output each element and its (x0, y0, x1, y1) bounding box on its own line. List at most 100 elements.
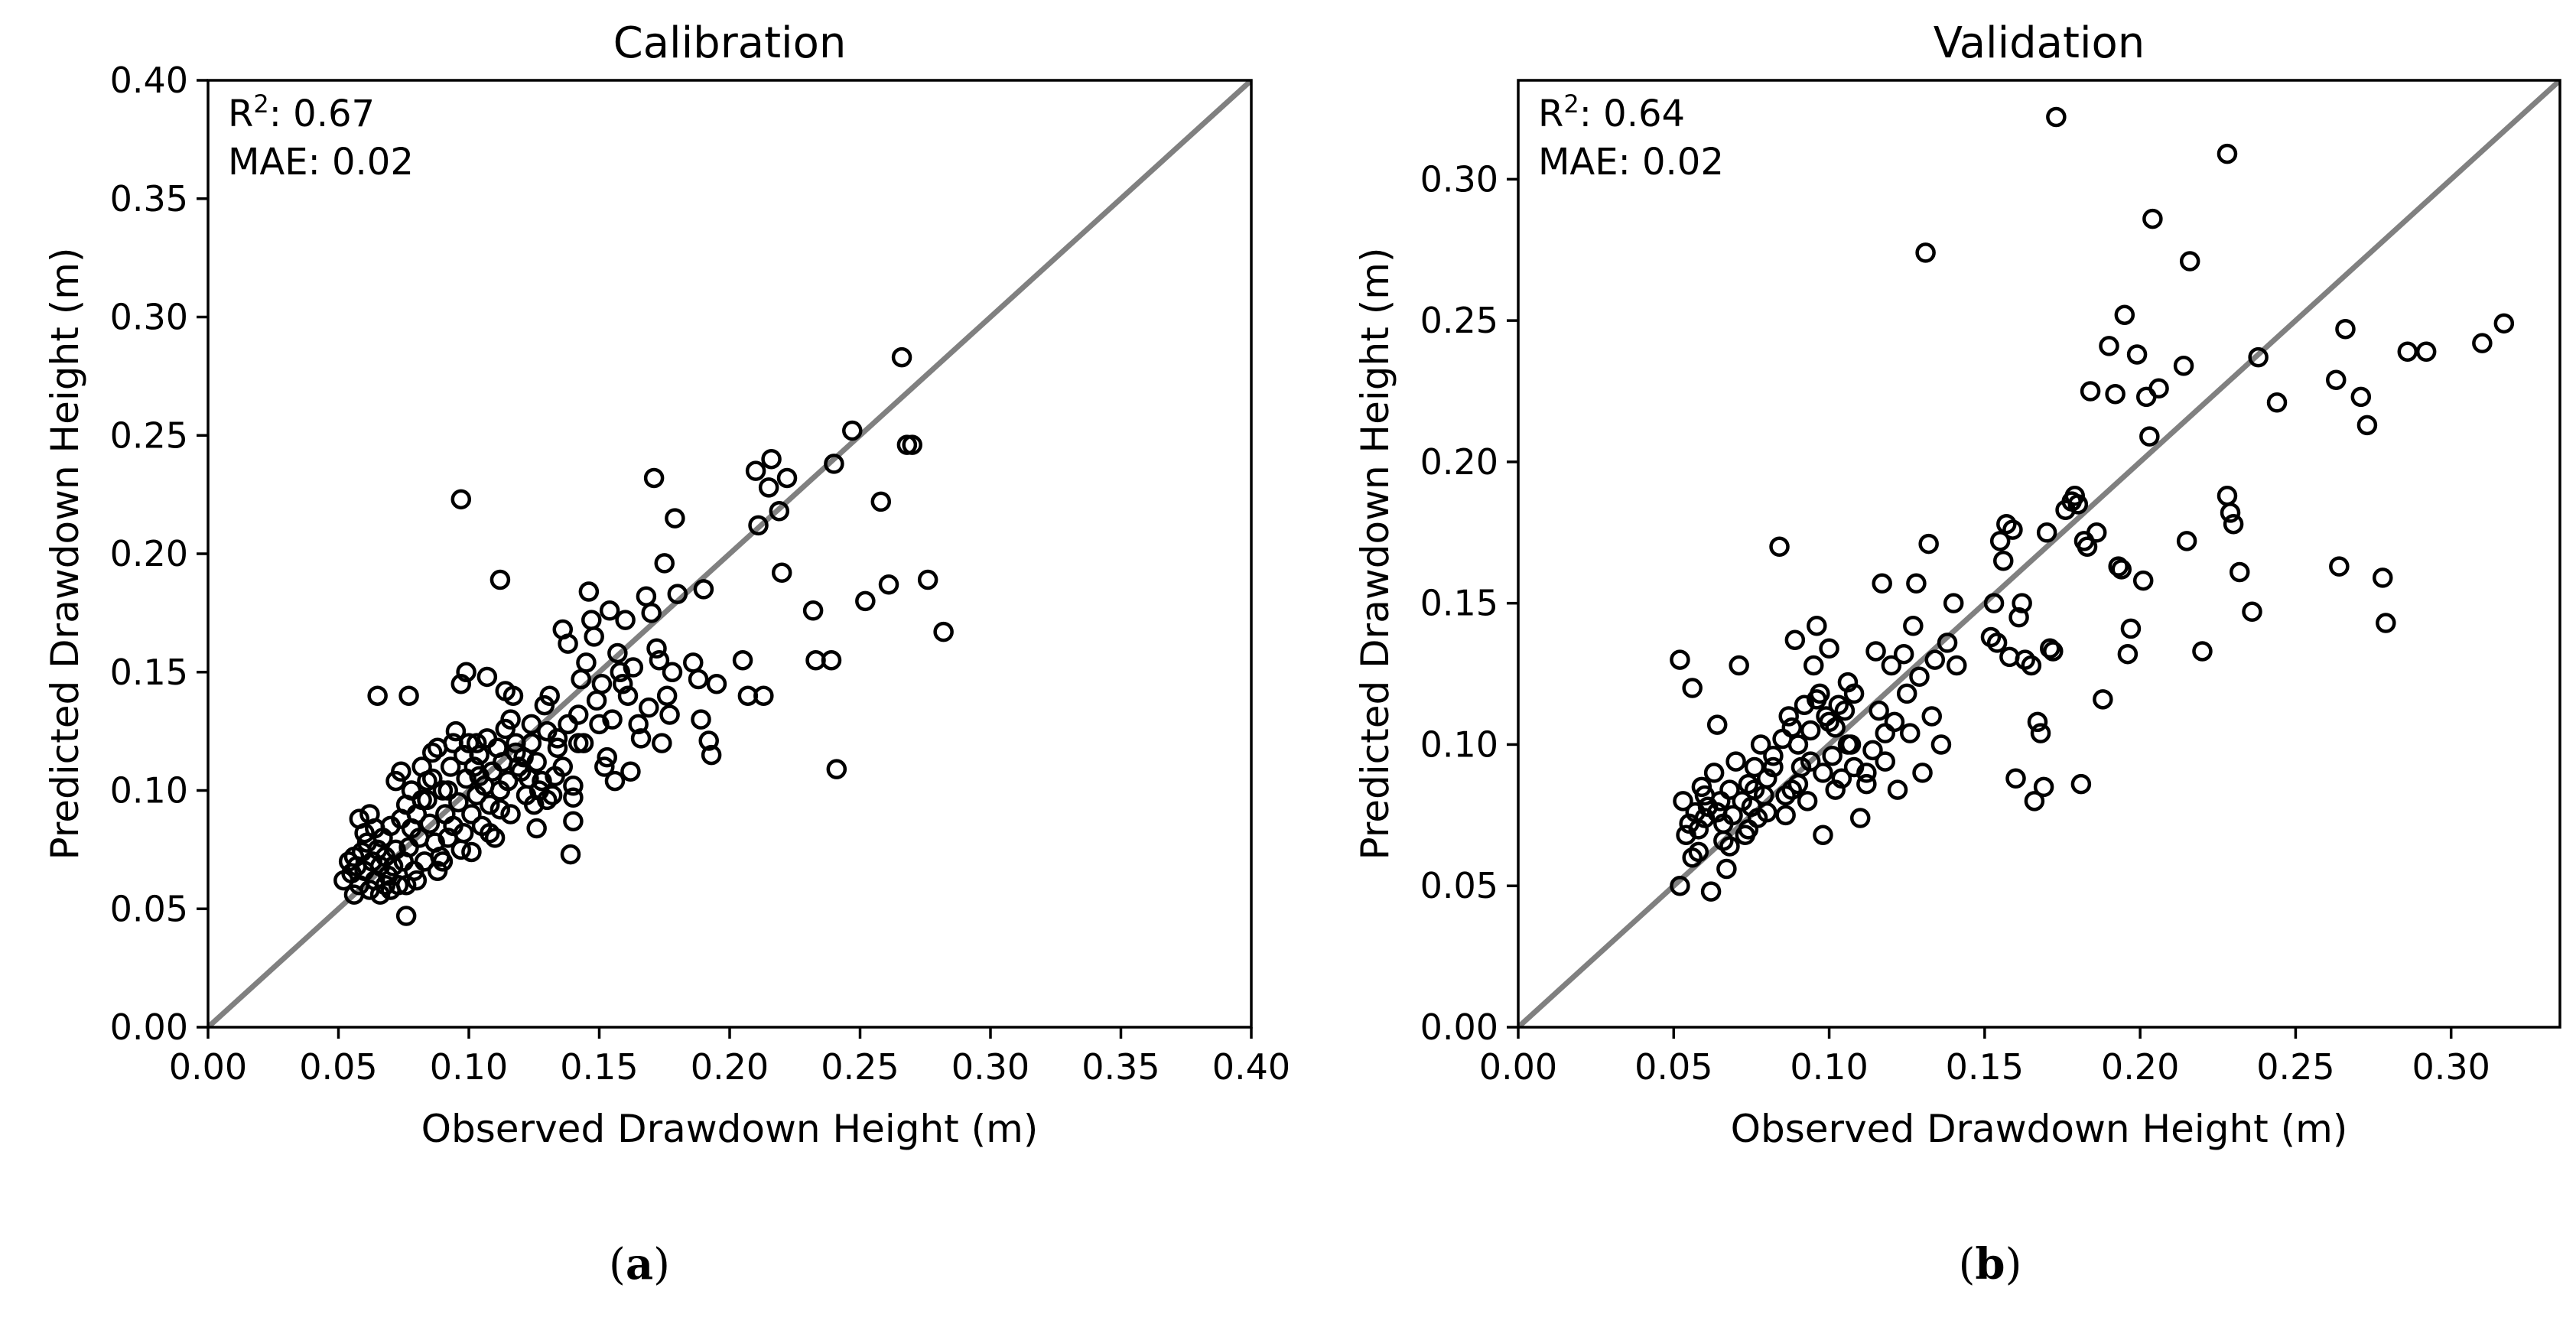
data-point (688, 668, 709, 690)
data-point (1843, 683, 1865, 704)
data-point (364, 818, 385, 839)
data-point (395, 875, 417, 896)
data-point (1744, 756, 1765, 778)
calibration-panel: 0.00 0.05 0.10 0.15 0.20 0.25 0.30 0.35 0.40 0.00… (43, 18, 1290, 1151)
data-point (630, 728, 652, 749)
data-point (2126, 344, 2148, 365)
data-point (2086, 522, 2107, 543)
data-point (2021, 655, 2042, 676)
data-point (563, 787, 584, 808)
data-point (440, 756, 461, 777)
data-point (1775, 785, 1796, 806)
data-point (1849, 808, 1871, 828)
data-point (2043, 641, 2064, 662)
data-point (563, 811, 584, 831)
data-point (667, 584, 688, 604)
data-point (2105, 383, 2126, 405)
data-point (652, 733, 672, 753)
data-point (461, 841, 482, 863)
data-point (469, 744, 490, 766)
data-point (480, 822, 500, 844)
data-point (1924, 649, 1946, 670)
data-point (568, 704, 589, 725)
data-point (589, 714, 610, 735)
data-point (563, 776, 584, 796)
data-point (2030, 723, 2051, 743)
x-tick-label: 0.30 (951, 1046, 1029, 1088)
data-point (1719, 836, 1740, 857)
y-tick-label: 0.10 (110, 770, 188, 811)
data-point (2005, 768, 2026, 789)
data-point (1807, 689, 1827, 710)
data-point (597, 746, 617, 768)
y-tick-label: 0.05 (1420, 865, 1498, 906)
x-tick-label: 0.30 (2412, 1046, 2490, 1088)
data-point (891, 346, 912, 368)
data-point (594, 756, 615, 777)
y-tick-label: 0.40 (110, 60, 188, 101)
data-point (1872, 573, 1892, 594)
data-point (758, 477, 779, 498)
data-point (2350, 386, 2372, 408)
data-point (1822, 745, 1843, 766)
data-point (367, 685, 388, 706)
data-point (532, 770, 552, 792)
data-point (620, 761, 641, 782)
data-point (656, 685, 678, 706)
data-point (2108, 556, 2129, 577)
data-point (902, 434, 922, 455)
data-point (1881, 655, 1902, 676)
y-tick-label: 0.05 (110, 888, 188, 929)
y-tick-label: 0.00 (110, 1007, 188, 1048)
data-point (1673, 791, 1693, 811)
data-point (1738, 819, 1759, 840)
data-point (2132, 570, 2154, 591)
y-tick-label: 0.20 (110, 533, 188, 574)
data-point (1862, 740, 1883, 761)
data-point (769, 501, 790, 522)
data-point (375, 875, 396, 896)
data-point (545, 766, 565, 787)
data-point (2217, 143, 2238, 164)
data-point (2266, 392, 2288, 413)
x-axis-label: Observed Drawdown Height (m) (1731, 1107, 2348, 1151)
data-point (2120, 618, 2142, 639)
data-point (456, 662, 476, 682)
data-point (576, 652, 597, 673)
data-point (1784, 629, 1806, 650)
data-point (2002, 519, 2023, 540)
data-point (437, 780, 458, 801)
data-point (607, 642, 628, 664)
data-point (636, 586, 657, 607)
data-point (2248, 346, 2269, 368)
data-point (2077, 536, 2098, 558)
data-point (1703, 763, 1725, 783)
data-point (1800, 751, 1821, 772)
x-tick-label: 0.35 (1081, 1046, 1160, 1088)
data-point (2111, 559, 2132, 580)
data-point (1787, 773, 1809, 795)
data-point (643, 467, 665, 489)
y-tick-label: 0.10 (1420, 724, 1498, 765)
data-point (584, 626, 604, 647)
data-point (1797, 791, 1818, 811)
data-point (2070, 773, 2092, 795)
data-point (1688, 819, 1709, 840)
data-point (1856, 773, 1877, 795)
plot-frame (1517, 79, 2561, 1029)
data-point (542, 785, 563, 805)
data-point (599, 600, 620, 621)
x-tick-label: 0.15 (560, 1046, 638, 1088)
data-point (411, 789, 432, 811)
x-tick-label: 0.05 (1634, 1046, 1712, 1088)
data-point (480, 794, 500, 815)
data-point (2027, 711, 2048, 733)
chart-title: Calibration (613, 18, 847, 68)
data-point (2397, 341, 2418, 363)
data-point (1819, 711, 1839, 733)
data-point (395, 906, 417, 926)
data-point (490, 799, 511, 820)
data-point (1834, 700, 1856, 721)
data-point (821, 650, 842, 671)
data-point (2080, 381, 2101, 402)
